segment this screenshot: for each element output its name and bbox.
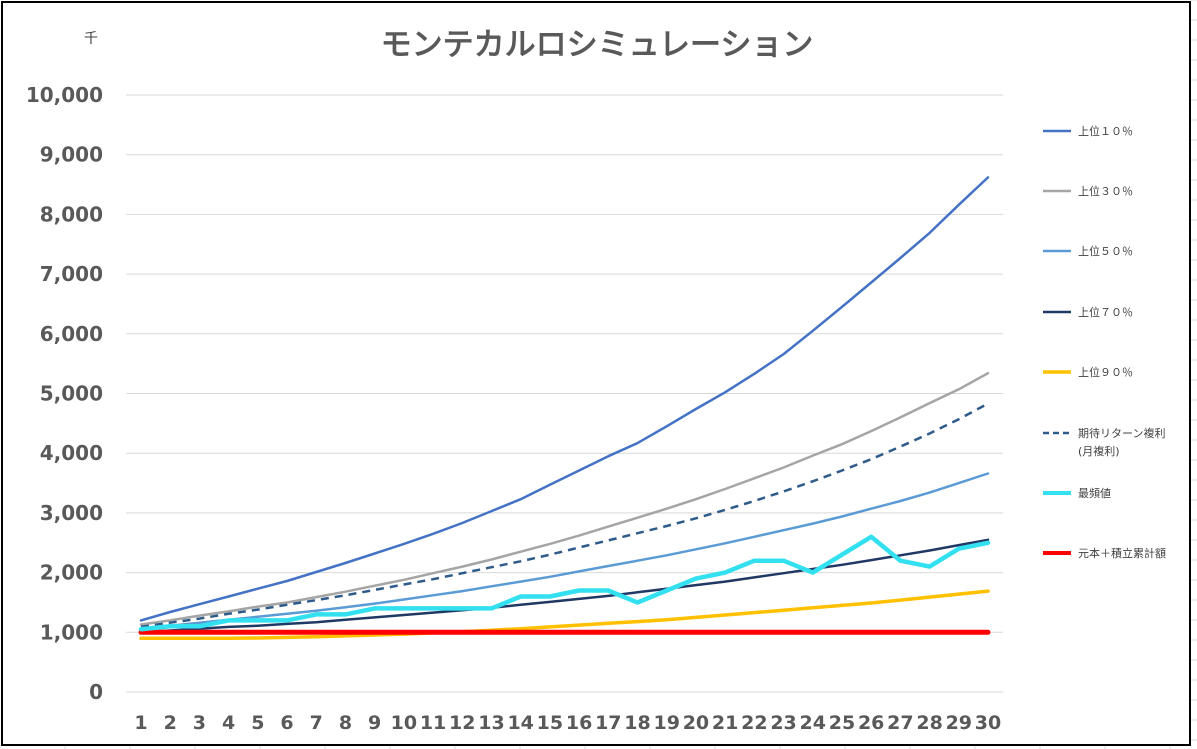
series-line[interactable]: [139, 589, 990, 641]
y-tick-label: 7,000: [40, 262, 103, 286]
legend-label: 最頻値: [1078, 486, 1111, 500]
x-tick-label: 12: [449, 712, 475, 734]
legend-label: 元本＋積立累計額: [1078, 546, 1166, 560]
series-line[interactable]: [139, 472, 990, 631]
legend-label: 期待リターン複利: [1078, 426, 1165, 440]
legend-label: 上位７０％: [1078, 305, 1133, 319]
y-tick-label: 3,000: [40, 501, 103, 525]
x-tick-label: 2: [164, 712, 177, 734]
x-axis-ticks: 1 2 3 4 5 6 7 8 9 10 11 12 13 14 15 16 17 18 19 20 21 22 23 24 2…: [134, 712, 1001, 734]
chart-title: モンテカルロシミュレーション: [381, 27, 814, 63]
x-tick-label: 15: [537, 712, 563, 734]
series-line[interactable]: [140, 402, 989, 629]
x-tick-label: 17: [595, 712, 621, 734]
series-line[interactable]: [139, 176, 990, 622]
y-tick-label: 10,000: [26, 83, 103, 107]
series-line[interactable]: [138, 534, 991, 632]
x-tick-label: 1: [134, 712, 147, 734]
plot-series: [138, 176, 991, 641]
x-tick-label: 28: [916, 712, 942, 734]
x-tick-label: 7: [310, 712, 323, 734]
x-tick-label: 26: [858, 712, 884, 734]
y-tick-label: 2,000: [40, 561, 103, 585]
x-tick-label: 24: [800, 712, 826, 734]
x-tick-label: 13: [478, 712, 504, 734]
y-unit-label: 千: [84, 31, 98, 47]
y-tick-label: 5,000: [40, 382, 103, 406]
x-tick-label: 11: [420, 712, 446, 734]
y-axis-ticks: 0 1,000 2,000 3,000 4,000 5,000 6,000 7,000 8,00…: [26, 83, 103, 704]
series-line[interactable]: [139, 538, 990, 634]
x-tick-label: 16: [566, 712, 592, 734]
legend-label: 上位５０％: [1078, 244, 1133, 258]
x-tick-label: 19: [653, 712, 679, 734]
x-tick-label: 29: [946, 712, 972, 734]
x-tick-label: 9: [368, 712, 381, 734]
legend-label: 上位９０％: [1078, 365, 1133, 379]
x-tick-label: 30: [975, 712, 1001, 734]
legend-label: 上位１０％: [1078, 124, 1133, 138]
y-tick-label: 1,000: [40, 620, 103, 644]
x-tick-label: 6: [280, 712, 293, 734]
x-tick-label: 14: [507, 712, 533, 734]
x-tick-label: 27: [887, 712, 913, 734]
y-tick-label: 6,000: [40, 322, 103, 346]
y-tick-label: 0: [89, 680, 103, 704]
legend[interactable]: 上位１０％ 上位３０％ 上位５０％ 上位７０％ 上位９０％ 期待リターン複利 (月複利) 最頻…: [1043, 124, 1166, 560]
y-tick-label: 4,000: [40, 441, 103, 465]
x-tick-label: 4: [222, 712, 235, 734]
legend-label-line2: (月複利): [1078, 444, 1120, 458]
x-tick-label: 21: [712, 712, 738, 734]
x-tick-label: 25: [829, 712, 855, 734]
x-tick-label: 20: [683, 712, 709, 734]
y-tick-label: 9,000: [40, 143, 103, 167]
y-tick-label: 8,000: [40, 202, 103, 226]
x-tick-label: 22: [741, 712, 767, 734]
legend-label: 上位３０％: [1078, 184, 1133, 198]
x-tick-label: 3: [193, 712, 206, 734]
x-tick-label: 8: [339, 712, 352, 734]
x-tick-label: 10: [391, 712, 417, 734]
x-tick-label: 5: [251, 712, 264, 734]
series-line[interactable]: [139, 371, 990, 626]
x-tick-label: 18: [624, 712, 650, 734]
x-tick-label: 23: [770, 712, 796, 734]
